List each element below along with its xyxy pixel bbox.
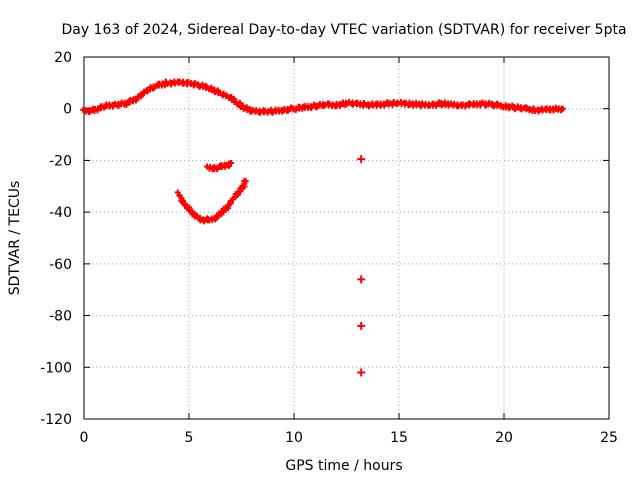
y-tick-label: -80 (49, 309, 72, 325)
x-axis-label: GPS time / hours (285, 458, 402, 474)
y-tick-label: -60 (49, 257, 72, 273)
y-tick-label: -40 (49, 205, 72, 221)
y-tick-label: -100 (40, 360, 72, 376)
series-isolated-points (357, 155, 366, 377)
x-tick-label: 5 (185, 430, 194, 446)
y-tick-label: -20 (49, 153, 72, 169)
x-tick-label: 0 (80, 430, 89, 446)
x-tick-label: 10 (285, 430, 303, 446)
x-tick-label: 20 (495, 430, 513, 446)
y-axis-label: SDTVAR / TECUs (7, 181, 23, 296)
x-tick-label: 25 (600, 430, 618, 446)
data-marker (242, 178, 249, 185)
data-marker (357, 368, 366, 377)
series-main-trace (80, 78, 566, 116)
axis-ticks: 0 5 10 15 20 25 20 0 -20 -40 -60 -80 -100 -120 (40, 50, 618, 446)
plot-frame (83, 56, 610, 420)
x-tick-label: 15 (390, 430, 408, 446)
y-tick-label: -120 (40, 412, 72, 428)
grid (84, 57, 609, 419)
data-marker (559, 105, 566, 112)
data-marker (357, 321, 366, 330)
series-lower-arc (174, 177, 249, 225)
data-marker (357, 155, 366, 164)
y-tick-label: 20 (54, 50, 72, 66)
chart-title: Day 163 of 2024, Sidereal Day-to-day VTE… (61, 22, 626, 38)
data-marker (357, 275, 366, 284)
y-tick-label: 0 (63, 102, 72, 118)
data-points (80, 78, 566, 377)
series-short-segment (204, 160, 234, 173)
data-marker (228, 160, 234, 167)
data-marker (180, 197, 186, 204)
